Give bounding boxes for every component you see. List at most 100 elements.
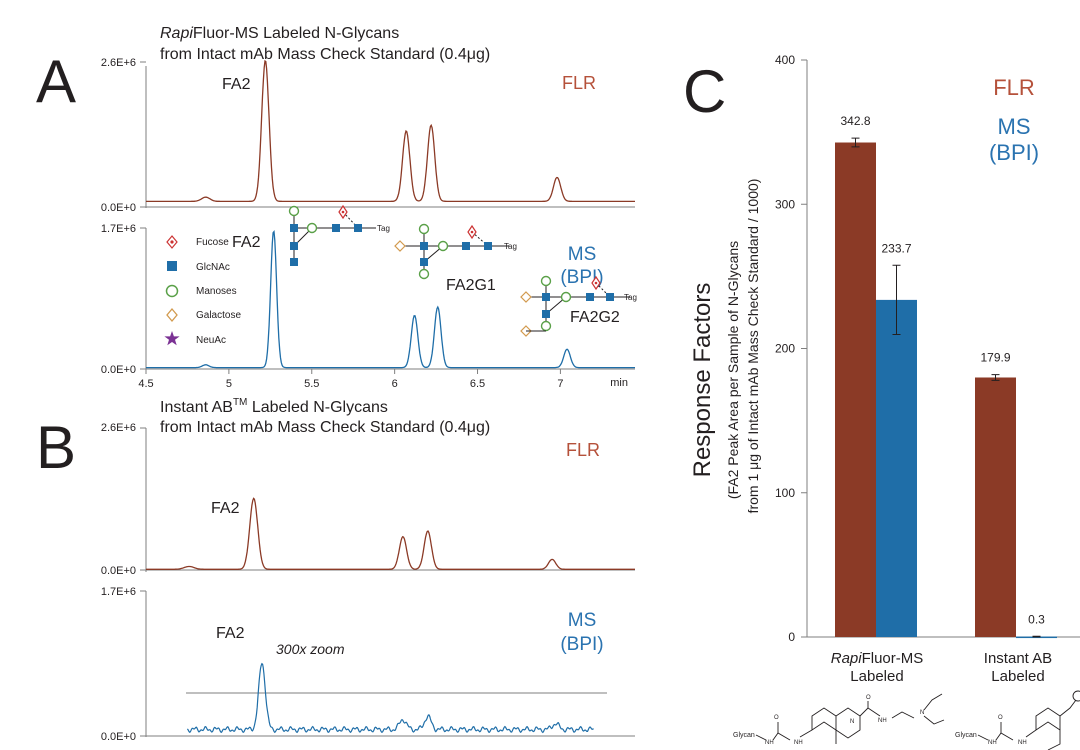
a-x-tick-label: 6: [392, 378, 398, 390]
c-group2-label-line2: Labeled: [991, 668, 1044, 685]
fa2-structure-icon: Tag: [288, 204, 390, 266]
c-y-tick-label: 100: [775, 486, 795, 500]
a-x-ticks: 4.5 5 5.5 6 6.5 7: [138, 369, 563, 390]
svg-text:Tag: Tag: [624, 293, 637, 302]
c-y-tick-label: 0: [788, 630, 795, 644]
svg-text:N: N: [850, 719, 854, 725]
rapifluor-structure-icon: Glycan NH O NH N O NH N: [733, 693, 945, 746]
panel-b-title-line1: Instant ABTM Labeled N-Glycans: [160, 397, 388, 416]
a-flr-ymax-label: 2.6E+6: [101, 57, 136, 69]
c-group1-rest: Fluor-MS: [862, 650, 924, 667]
b-flr-ymin-label: 0.0E+0: [101, 565, 136, 577]
panel-a-title-line2: from Intact mAb Mass Check Standard (0.4…: [160, 46, 490, 63]
a-x-tick-label: 5.5: [304, 378, 319, 390]
svg-text:N: N: [920, 710, 924, 716]
galactose-icon: [166, 307, 178, 323]
legend-mannose: Manoses: [196, 286, 237, 297]
glycan-legend: Fucose GlcNAc Manoses Galactose NeuAc: [164, 235, 241, 346]
b-ms-ymin-label: 0.0E+0: [101, 731, 136, 743]
a-flr-ymin-label: 0.0E+0: [101, 202, 136, 214]
svg-text:Tag: Tag: [504, 242, 517, 251]
bar-ms-0: [876, 299, 917, 637]
a-ms-peak-fa2: FA2: [232, 234, 261, 251]
c-bars: 342.8 179.9 233.7 0.3: [835, 114, 1057, 639]
panel-b-title-pre: Instant AB: [160, 399, 233, 416]
mannose-icon: [165, 284, 179, 298]
bar-flr-0: [835, 142, 876, 638]
b-ms-label-2: (BPI): [560, 634, 603, 655]
b-ms-ymax-label: 1.7E+6: [101, 586, 136, 598]
svg-text:NH: NH: [1018, 740, 1027, 746]
bar-flr-1: [975, 377, 1016, 637]
bar-value-label: 233.7: [881, 241, 911, 255]
instant-ab-structure-icon: Glycan NH O NH: [955, 690, 1080, 750]
bar-value-label: 342.8: [840, 114, 870, 128]
c-legend-ms-1: MS: [998, 114, 1031, 139]
svg-text:NH: NH: [794, 740, 803, 746]
svg-text:O: O: [998, 715, 1003, 721]
b-ms-label-1: MS: [568, 610, 597, 631]
c-legend-ms-2: (BPI): [989, 140, 1039, 165]
panel-label-b: B: [36, 414, 76, 481]
b-flr-peak-label: FA2: [211, 500, 240, 517]
neuac-star-icon: [164, 331, 180, 346]
trace-a-flr: [146, 59, 635, 203]
trace-b-flr: [146, 497, 635, 570]
trace-a-ms: [146, 229, 635, 369]
panel-b-title-post: Labeled N-Glycans: [247, 399, 388, 416]
glcnac-icon: [167, 261, 177, 271]
panel-a-title-italic: Rapi: [160, 25, 193, 42]
svg-text:NH: NH: [765, 740, 774, 746]
legend-glcnac: GlcNAc: [196, 262, 230, 273]
b-flr-label: FLR: [566, 440, 600, 460]
fa2g1-structure-icon: Tag: [394, 223, 517, 280]
a-x-tick-label: 7: [557, 378, 563, 390]
error-bar: [851, 137, 860, 148]
c-group2-label-line1: Instant AB: [984, 650, 1052, 667]
c-group1-italic: Rapi: [831, 650, 863, 667]
legend-galactose: Galactose: [196, 310, 241, 321]
svg-text:NH: NH: [988, 740, 997, 746]
b-flr-ymax-label: 2.6E+6: [101, 422, 136, 434]
svg-text:O: O: [774, 715, 779, 721]
svg-text:Tag: Tag: [377, 224, 390, 233]
svg-text:Glycan: Glycan: [733, 732, 755, 739]
fa2g2-structure-icon: Tag: [520, 275, 637, 337]
a-ms-label-1: MS: [568, 244, 597, 265]
c-legend-flr: FLR: [993, 75, 1035, 100]
error-bar: [892, 264, 901, 336]
a-x-tick-label: 4.5: [138, 378, 153, 390]
c-ylabel-main: Response Factors: [689, 283, 716, 478]
a-flr-peak-label: FA2: [222, 76, 251, 93]
svg-text:NH: NH: [878, 718, 887, 724]
a-x-unit: min: [610, 377, 628, 389]
panel-a-title-rest: Fluor-MS Labeled N-Glycans: [193, 25, 399, 42]
error-bar: [1032, 635, 1041, 638]
c-group1-label-line1: RapiFluor-MS: [831, 650, 924, 667]
c-y-ticks: 0 100 200 300 400: [775, 53, 807, 644]
panel-label-c: C: [683, 58, 726, 125]
panel-a-title-line1: RapiFluor-MS Labeled N-Glycans: [160, 25, 399, 42]
b-ms-peak-label: FA2: [216, 625, 245, 642]
a-flr-label: FLR: [562, 73, 596, 93]
bar-value-label: 179.9: [980, 351, 1010, 365]
bar-value-label: 0.3: [1028, 612, 1045, 626]
c-ylabel-sub2: from 1 μg of Intact mAb Mass Check Stand…: [745, 179, 761, 514]
svg-text:O: O: [866, 695, 871, 701]
a-ms-ymax-label: 1.7E+6: [101, 223, 136, 235]
a-x-tick-label: 6.5: [470, 378, 485, 390]
error-bar: [991, 374, 1000, 381]
c-y-tick-label: 300: [775, 197, 795, 211]
panel-label-a: A: [36, 48, 76, 115]
a-ms-ymin-label: 0.0E+0: [101, 364, 136, 376]
trace-b-ms: [186, 662, 594, 734]
a-ms-peak-fa2g1: FA2G1: [446, 277, 496, 294]
panel-b-title-sup: TM: [233, 397, 247, 408]
panel-b-title-line2: from Intact mAb Mass Check Standard (0.4…: [160, 419, 490, 436]
c-group1-label-line2: Labeled: [850, 668, 903, 685]
svg-text:Glycan: Glycan: [955, 732, 977, 739]
a-x-tick-label: 5: [226, 378, 232, 390]
c-ylabel-sub1: (FA2 Peak Area per Sample of N-Glycans: [725, 241, 741, 499]
b-ms-zoom-label: 300x zoom: [276, 641, 345, 657]
